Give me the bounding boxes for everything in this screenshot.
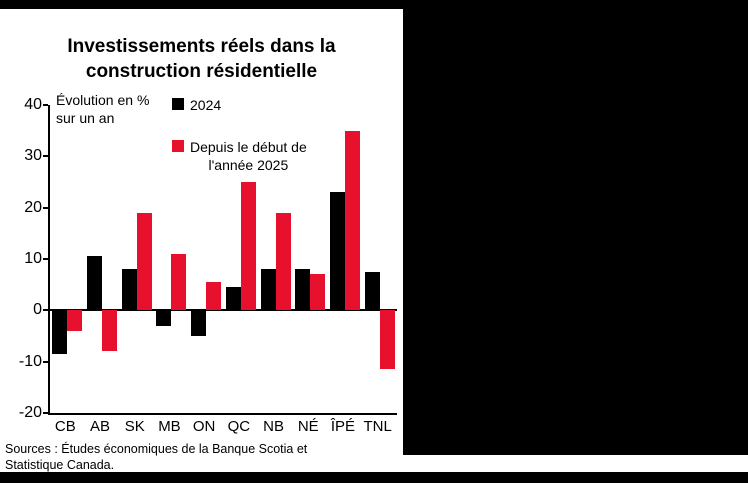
y-tick-label: -10 bbox=[18, 352, 42, 370]
legend-item-2025: Depuis le début de l'année 2025 bbox=[172, 138, 307, 174]
y-tick-label: 0 bbox=[33, 301, 42, 319]
bar-2025-ytd-ÎPÉ bbox=[344, 130, 360, 311]
bar-2024-AB bbox=[87, 256, 103, 311]
bar-2025-ytd-NÉ bbox=[310, 274, 326, 311]
source-line1: Sources : Études économiques de la Banqu… bbox=[5, 442, 308, 456]
annotation-line1: Évolution en % bbox=[56, 92, 150, 108]
plot-area bbox=[43, 104, 397, 415]
y-tick-mark bbox=[43, 104, 48, 106]
legend-label-2025-line2: l'année 2025 bbox=[208, 157, 289, 174]
bars-layer bbox=[50, 105, 397, 413]
y-tick-mark bbox=[43, 155, 48, 158]
bar-2024-TNL bbox=[364, 271, 380, 311]
y-tick-label: -20 bbox=[18, 404, 42, 421]
y-tick-label: 30 bbox=[24, 147, 42, 165]
source-line2: Statistique Canada. bbox=[5, 458, 115, 473]
x-tick-label-NÉ: NÉ bbox=[297, 418, 319, 435]
bar-2024-ON bbox=[191, 310, 207, 336]
x-axis-labels: CB AB SK MB ON QC NB NÉ ÎPÉ TNL bbox=[48, 418, 395, 438]
bar-2024-SK bbox=[121, 269, 137, 311]
bar-2024-NÉ bbox=[295, 269, 311, 311]
chart-title-line2: construction résidentielle bbox=[85, 60, 318, 82]
bar-2024-NB bbox=[260, 269, 276, 311]
x-tick-label-ÎPÉ: ÎPÉ bbox=[330, 418, 356, 435]
bar-2025-ytd-TNL bbox=[379, 310, 395, 370]
bottom-right-margin bbox=[403, 455, 748, 472]
bar-2025-ytd-MB bbox=[171, 253, 187, 311]
y-tick-label: 20 bbox=[24, 198, 42, 216]
zero-axis-line bbox=[50, 309, 397, 312]
bar-2025-ytd-QC bbox=[240, 182, 256, 311]
legend-swatch-2024 bbox=[172, 98, 184, 110]
bar-2024-CB bbox=[52, 310, 68, 354]
bar-2025-ytd-CB bbox=[67, 310, 83, 331]
x-tick-label-ON: ON bbox=[192, 418, 216, 435]
x-tick-label-QC: QC bbox=[227, 418, 251, 435]
legend-swatch-2025 bbox=[172, 140, 184, 152]
chart-title: Investissements réels dans la constructi… bbox=[0, 35, 403, 84]
source-note: Sources : Études économiques de la Banqu… bbox=[5, 441, 307, 474]
legend-label-2025: Depuis le début de l'année 2025 bbox=[190, 138, 307, 174]
legend-label-2025-line1: Depuis le début de bbox=[190, 139, 307, 155]
bar-2025-ytd-SK bbox=[136, 212, 152, 311]
y-tick-mark bbox=[43, 258, 48, 260]
x-tick-label-MB: MB bbox=[158, 418, 181, 435]
x-tick-label-AB: AB bbox=[90, 418, 111, 435]
bar-2024-ÎPÉ bbox=[329, 192, 345, 311]
bar-2024-QC bbox=[225, 287, 241, 311]
legend-label-2024: 2024 bbox=[190, 97, 222, 113]
y-tick-mark bbox=[43, 309, 48, 312]
bar-2025-ytd-AB bbox=[102, 310, 118, 352]
y-tick-label: 40 bbox=[24, 96, 42, 113]
y-tick-mark bbox=[43, 360, 48, 363]
y-tick-mark bbox=[43, 412, 48, 414]
x-tick-label-SK: SK bbox=[124, 418, 145, 435]
x-tick-label-TNL: TNL bbox=[363, 418, 392, 435]
bar-2024-MB bbox=[156, 310, 172, 326]
y-axis-labels: 40 30 20 10 0 -10 -20 bbox=[0, 96, 42, 421]
y-axis-annotation: Évolution en % sur un an bbox=[56, 91, 149, 127]
chart-panel: Investissements réels dans la constructi… bbox=[0, 9, 403, 472]
bar-2025-ytd-ON bbox=[206, 282, 222, 311]
y-tick-mark bbox=[43, 206, 48, 209]
y-tick-label: 10 bbox=[24, 250, 42, 267]
chart-title-line1: Investissements réels dans la bbox=[67, 36, 336, 57]
x-tick-label-NB: NB bbox=[263, 418, 284, 435]
annotation-line2: sur un an bbox=[56, 110, 115, 127]
legend-item-2024: 2024 bbox=[172, 96, 221, 114]
bar-2025-ytd-NB bbox=[275, 212, 291, 311]
x-tick-label-CB: CB bbox=[54, 418, 76, 435]
